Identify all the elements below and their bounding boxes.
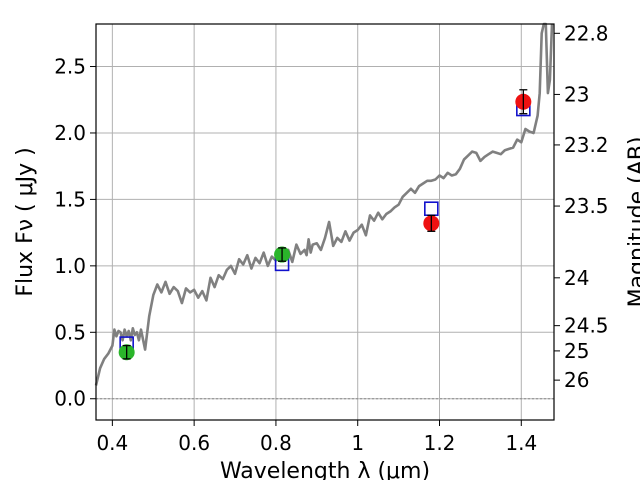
y2-tick-label: 22.8 xyxy=(564,21,609,45)
x-tick-label: 0.8 xyxy=(260,431,292,455)
spectrum-line xyxy=(94,22,554,386)
x-tick-label: 1 xyxy=(351,431,364,455)
x-tick-label: 1.4 xyxy=(505,431,537,455)
y-tick-label: 2.5 xyxy=(54,55,86,79)
y2-tick-label: 26 xyxy=(564,368,589,392)
y2-tick-label: 23.5 xyxy=(564,194,609,218)
y-axis-label: Flux Fν ( μJy ) xyxy=(13,147,38,296)
y2-axis-ticks: 22.8 23 23.2 23.5 24 24.525 26 xyxy=(554,21,609,392)
y-tick-label: 0.5 xyxy=(54,320,86,344)
y-tick-label: 1.0 xyxy=(54,254,86,278)
x-axis-label: Wavelength λ (μm) xyxy=(220,459,430,480)
x-tick-label: 1.2 xyxy=(424,431,456,455)
y-axis-ticks: 0.0 0.5 1.0 1.5 2.0 2.5 xyxy=(54,55,96,411)
y-tick-label: 1.5 xyxy=(54,187,86,211)
x-axis-ticks: 0.4 0.6 0.8 1 1.2 1.4 xyxy=(96,420,537,455)
y-tick-label: 2.0 xyxy=(54,121,86,145)
y2-axis-label: Magnitude (AB) xyxy=(625,137,640,308)
x-tick-label: 0.4 xyxy=(96,431,128,455)
y2-tick-label: 23 xyxy=(564,82,589,106)
y2-tick-label: 24 xyxy=(564,266,589,290)
y2-tick-label: 25 xyxy=(564,339,589,363)
plot-frame xyxy=(95,23,555,421)
x-tick-label: 0.6 xyxy=(178,431,210,455)
y-tick-label: 0.0 xyxy=(54,387,86,411)
data-markers xyxy=(118,89,532,361)
y2-tick-label: 24.5 xyxy=(564,314,609,338)
plot-background xyxy=(96,24,554,420)
y2-tick-label: 23.2 xyxy=(564,133,609,157)
model-spectrum xyxy=(94,22,554,386)
